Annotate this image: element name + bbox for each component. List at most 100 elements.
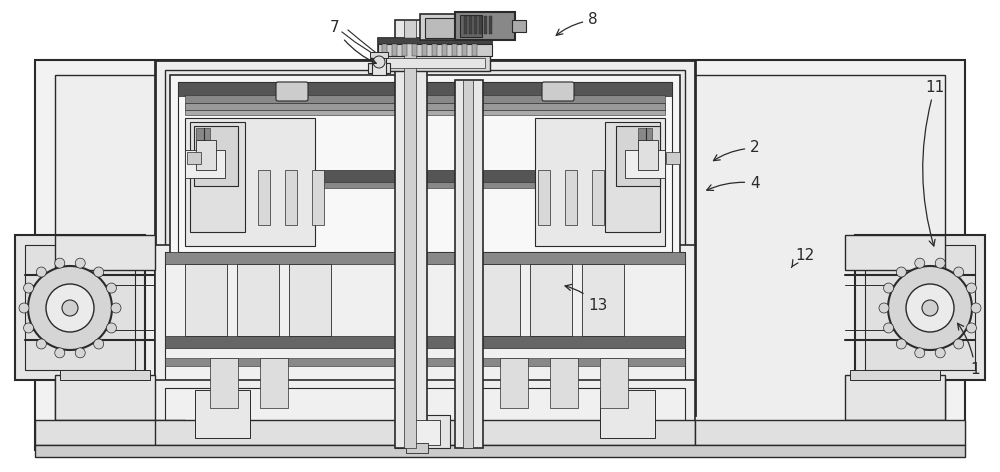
- Circle shape: [906, 284, 954, 332]
- Circle shape: [879, 303, 889, 313]
- Bar: [155, 245, 695, 415]
- Bar: [289, 264, 331, 336]
- Circle shape: [94, 339, 104, 349]
- Bar: [178, 82, 672, 96]
- Circle shape: [896, 267, 906, 277]
- Bar: [378, 38, 492, 56]
- Bar: [432, 44, 437, 56]
- Bar: [538, 170, 550, 225]
- Bar: [395, 20, 427, 448]
- Bar: [237, 264, 279, 336]
- Bar: [55, 375, 155, 420]
- Text: 8: 8: [556, 12, 598, 35]
- Bar: [638, 140, 658, 170]
- Bar: [478, 264, 520, 336]
- Bar: [463, 80, 473, 448]
- Circle shape: [922, 300, 938, 316]
- Bar: [425, 18, 455, 38]
- Bar: [210, 358, 238, 408]
- Bar: [405, 420, 440, 445]
- Circle shape: [55, 348, 65, 358]
- Circle shape: [36, 267, 46, 277]
- Bar: [185, 110, 665, 115]
- Bar: [550, 358, 578, 408]
- Bar: [380, 55, 490, 71]
- Bar: [865, 245, 975, 370]
- Bar: [479, 16, 482, 34]
- Bar: [190, 122, 245, 232]
- Bar: [60, 370, 150, 380]
- Bar: [25, 245, 135, 370]
- Bar: [452, 44, 457, 56]
- Circle shape: [24, 283, 34, 293]
- Bar: [460, 15, 482, 37]
- Bar: [35, 60, 965, 450]
- Bar: [484, 16, 487, 34]
- Bar: [605, 122, 660, 232]
- Bar: [155, 380, 695, 448]
- Bar: [15, 235, 145, 380]
- Text: 11: 11: [923, 79, 945, 246]
- Text: 2: 2: [713, 141, 760, 160]
- Circle shape: [111, 303, 121, 313]
- Bar: [474, 16, 477, 34]
- Bar: [55, 75, 945, 435]
- Bar: [185, 118, 315, 246]
- Bar: [55, 420, 155, 442]
- Bar: [845, 420, 945, 442]
- Bar: [196, 128, 210, 140]
- Text: 12: 12: [791, 247, 815, 268]
- Bar: [530, 264, 572, 336]
- Bar: [845, 235, 945, 270]
- Bar: [378, 44, 492, 56]
- Bar: [258, 170, 270, 225]
- Circle shape: [954, 339, 964, 349]
- Bar: [845, 375, 945, 420]
- Bar: [35, 445, 965, 457]
- Bar: [469, 16, 472, 34]
- Bar: [35, 420, 185, 445]
- Bar: [185, 264, 227, 336]
- Bar: [695, 420, 965, 445]
- Bar: [638, 128, 652, 140]
- Bar: [312, 170, 324, 225]
- Circle shape: [106, 283, 116, 293]
- Bar: [185, 170, 665, 182]
- Bar: [616, 126, 660, 186]
- Bar: [500, 358, 528, 408]
- Bar: [489, 16, 492, 34]
- Bar: [195, 390, 250, 438]
- Bar: [600, 390, 655, 438]
- Bar: [165, 70, 685, 410]
- Bar: [512, 20, 526, 32]
- Bar: [406, 443, 428, 453]
- Circle shape: [24, 323, 34, 333]
- Bar: [260, 358, 288, 408]
- Bar: [194, 126, 238, 186]
- Bar: [472, 44, 477, 56]
- Circle shape: [915, 348, 925, 358]
- Bar: [402, 44, 407, 56]
- Circle shape: [19, 303, 29, 313]
- Bar: [185, 182, 665, 188]
- Circle shape: [935, 258, 945, 268]
- Bar: [155, 420, 695, 445]
- Circle shape: [884, 323, 894, 333]
- Text: 1: 1: [958, 323, 980, 378]
- Bar: [178, 82, 672, 252]
- Bar: [185, 103, 665, 110]
- Bar: [382, 44, 387, 56]
- Bar: [565, 170, 577, 225]
- Circle shape: [75, 348, 85, 358]
- Bar: [155, 60, 695, 415]
- Bar: [187, 152, 201, 164]
- Circle shape: [896, 339, 906, 349]
- Bar: [592, 170, 604, 225]
- Circle shape: [94, 267, 104, 277]
- Circle shape: [888, 266, 972, 350]
- Bar: [666, 152, 680, 164]
- Circle shape: [36, 339, 46, 349]
- Bar: [368, 63, 390, 73]
- Bar: [378, 38, 492, 44]
- Bar: [170, 75, 680, 260]
